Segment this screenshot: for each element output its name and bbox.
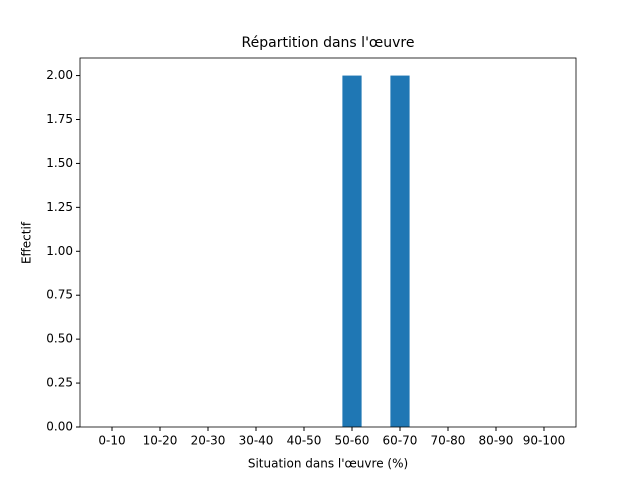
y-tick-label: 1.75 <box>46 112 73 126</box>
x-tick-label: 90-100 <box>523 434 566 448</box>
x-tick-label: 30-40 <box>239 434 274 448</box>
y-tick-label: 1.50 <box>46 156 73 170</box>
x-tick-label: 10-20 <box>143 434 178 448</box>
y-tick-label: 1.25 <box>46 200 73 214</box>
x-tick-label: 0-10 <box>98 434 125 448</box>
y-tick-label: 0.50 <box>46 332 73 346</box>
y-tick-label: 0.25 <box>46 376 73 390</box>
y-tick-label: 0.00 <box>46 420 73 434</box>
x-tick-label: 20-30 <box>191 434 226 448</box>
x-tick-label: 50-60 <box>335 434 370 448</box>
x-tick-label: 60-70 <box>383 434 418 448</box>
y-tick-label: 0.75 <box>46 288 73 302</box>
x-tick-label: 40-50 <box>287 434 322 448</box>
chart-title: Répartition dans l'œuvre <box>242 35 415 51</box>
y-axis-title: Effectif <box>20 221 34 264</box>
y-tick-label: 2.00 <box>46 68 73 82</box>
bar <box>390 75 410 428</box>
bar <box>342 75 362 428</box>
x-tick-label: 80-90 <box>479 434 514 448</box>
plot-frame <box>79 57 577 428</box>
x-axis-title: Situation dans l'œuvre (%) <box>248 457 408 471</box>
x-tick-label: 70-80 <box>431 434 466 448</box>
y-tick-label: 1.00 <box>46 244 73 258</box>
